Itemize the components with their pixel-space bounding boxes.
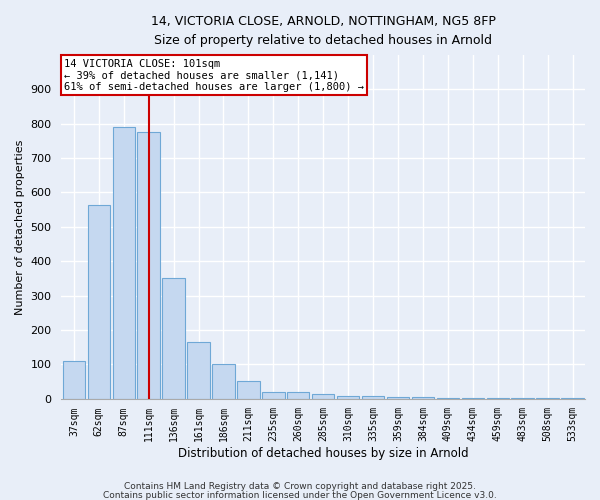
Bar (287, 392, 310, 398)
Bar (312, 394, 334, 398)
Bar (337, 396, 359, 398)
Bar (362, 396, 384, 398)
Bar (88, 204, 110, 398)
Title: 14, VICTORIA CLOSE, ARNOLD, NOTTINGHAM, NG5 8FP
Size of property relative to det: 14, VICTORIA CLOSE, ARNOLD, NOTTINGHAM, … (151, 15, 496, 47)
Bar (187, 342, 210, 398)
Bar (212, 364, 235, 398)
Bar (137, 132, 160, 398)
Bar (262, 392, 284, 398)
Bar (62, 361, 85, 399)
Y-axis label: Number of detached properties: Number of detached properties (15, 139, 25, 314)
Text: Contains HM Land Registry data © Crown copyright and database right 2025.: Contains HM Land Registry data © Crown c… (124, 482, 476, 491)
Bar (237, 382, 260, 398)
Bar (113, 127, 135, 398)
X-axis label: Distribution of detached houses by size in Arnold: Distribution of detached houses by size … (178, 447, 469, 460)
Bar (163, 278, 185, 398)
Text: Contains public sector information licensed under the Open Government Licence v3: Contains public sector information licen… (103, 490, 497, 500)
Bar (412, 397, 434, 398)
Bar (387, 397, 409, 398)
Text: 14 VICTORIA CLOSE: 101sqm
← 39% of detached houses are smaller (1,141)
61% of se: 14 VICTORIA CLOSE: 101sqm ← 39% of detac… (64, 58, 364, 92)
